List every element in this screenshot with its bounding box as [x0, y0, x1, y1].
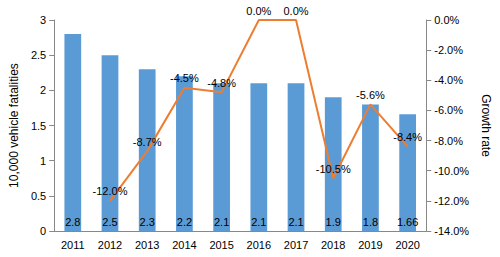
svg-text:0: 0 — [40, 225, 46, 237]
svg-text:-8.7%: -8.7% — [133, 136, 162, 148]
svg-text:-8.4%: -8.4% — [393, 131, 422, 143]
svg-text:0.0%: 0.0% — [246, 5, 271, 17]
svg-text:2017: 2017 — [284, 239, 308, 251]
svg-text:2.5: 2.5 — [31, 49, 46, 61]
svg-text:-10.0%: -10.0% — [434, 165, 469, 177]
svg-text:-6.0%: -6.0% — [434, 104, 463, 116]
svg-text:2014: 2014 — [172, 239, 196, 251]
svg-text:2013: 2013 — [135, 239, 159, 251]
svg-text:-4.5%: -4.5% — [170, 72, 199, 84]
svg-text:1.5: 1.5 — [31, 120, 46, 132]
svg-text:-12.0%: -12.0% — [434, 195, 469, 207]
svg-text:2011: 2011 — [61, 239, 85, 251]
svg-text:10,000 vehicle fatalities: 10,000 vehicle fatalities — [7, 63, 21, 188]
svg-text:1.66: 1.66 — [397, 216, 418, 228]
svg-text:2015: 2015 — [209, 239, 233, 251]
svg-text:2: 2 — [40, 84, 46, 96]
svg-text:2012: 2012 — [98, 239, 122, 251]
svg-text:0.0%: 0.0% — [434, 14, 459, 26]
svg-text:-8.0%: -8.0% — [434, 135, 463, 147]
svg-text:-4.8%: -4.8% — [207, 77, 236, 89]
svg-text:2.3: 2.3 — [140, 216, 155, 228]
svg-text:2018: 2018 — [321, 239, 345, 251]
svg-text:-2.0%: -2.0% — [434, 44, 463, 56]
svg-text:-4.0%: -4.0% — [434, 74, 463, 86]
svg-text:2.8: 2.8 — [65, 216, 80, 228]
svg-text:-5.6%: -5.6% — [356, 89, 385, 101]
svg-text:-12.0%: -12.0% — [93, 185, 128, 197]
svg-text:2016: 2016 — [247, 239, 271, 251]
svg-text:1: 1 — [40, 155, 46, 167]
svg-text:-10.5%: -10.5% — [316, 163, 351, 175]
svg-text:0.5: 0.5 — [31, 190, 46, 202]
svg-text:2.5: 2.5 — [102, 216, 117, 228]
svg-text:2.2: 2.2 — [177, 216, 192, 228]
svg-text:1.8: 1.8 — [363, 216, 378, 228]
svg-text:2020: 2020 — [395, 239, 419, 251]
svg-text:0.0%: 0.0% — [283, 5, 308, 17]
svg-text:1.9: 1.9 — [326, 216, 341, 228]
svg-text:3: 3 — [40, 14, 46, 26]
svg-text:2.1: 2.1 — [288, 216, 303, 228]
svg-text:2.1: 2.1 — [214, 216, 229, 228]
svg-text:-14.0%: -14.0% — [434, 225, 469, 237]
svg-text:2.1: 2.1 — [251, 216, 266, 228]
svg-text:Growth rate: Growth rate — [479, 94, 493, 157]
svg-text:2019: 2019 — [358, 239, 382, 251]
